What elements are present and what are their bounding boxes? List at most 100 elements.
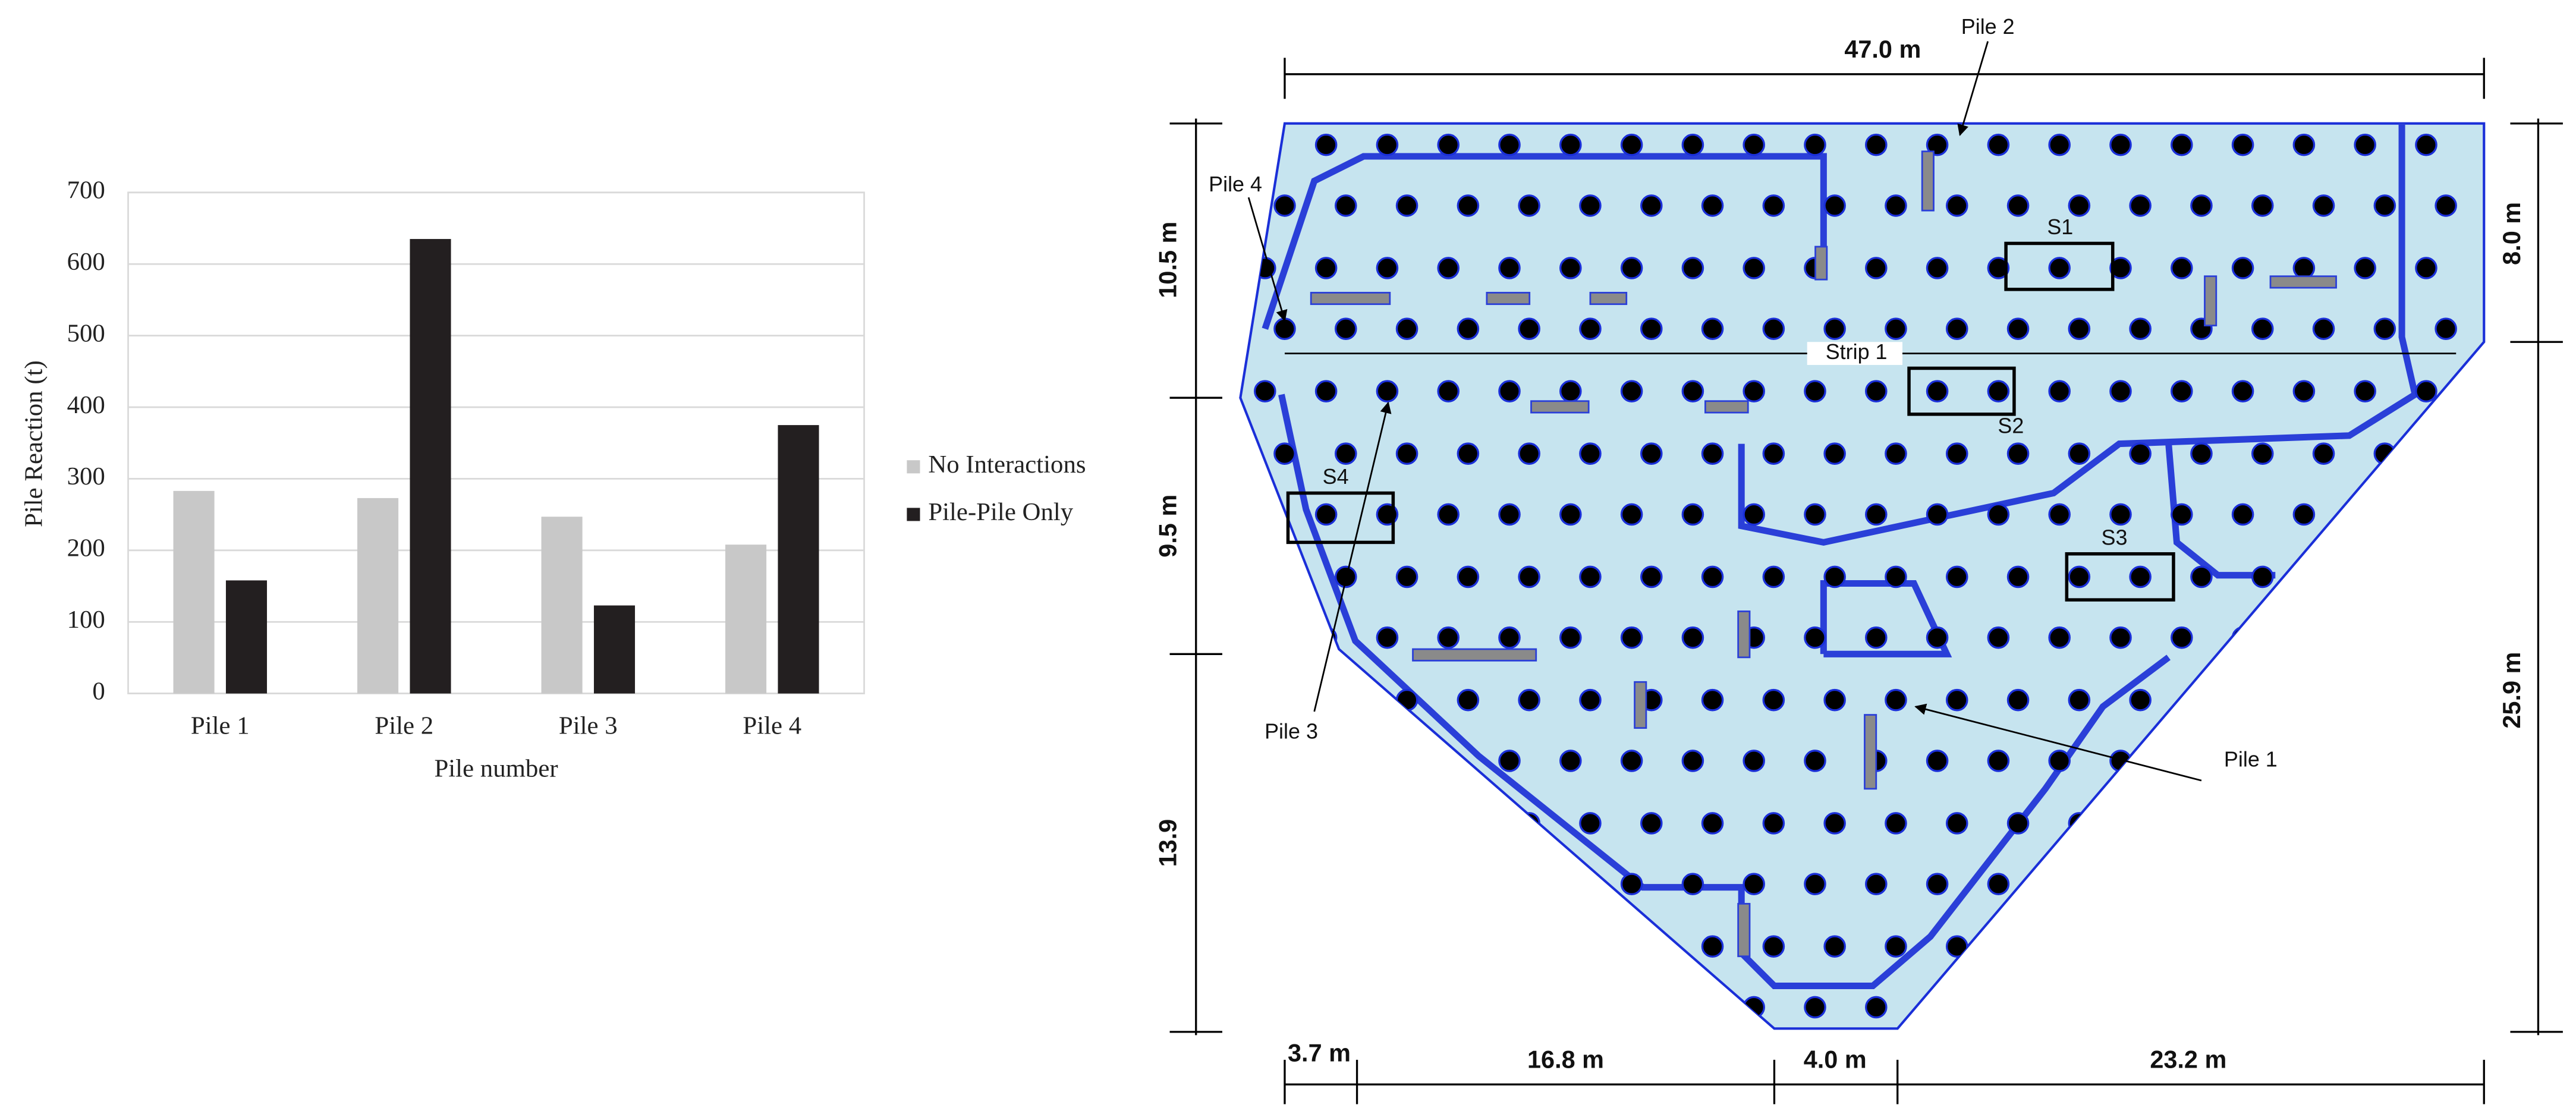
pile <box>1457 688 1480 712</box>
y-tick-label: 100 <box>67 606 105 634</box>
pile <box>2373 565 2396 588</box>
pile-label: Pile 4 <box>1209 172 1262 196</box>
legend-label: No Interactions <box>928 451 1086 479</box>
pile <box>1254 133 1276 156</box>
pile <box>1743 750 1765 772</box>
dimension: 25.9 m <box>2498 652 2525 729</box>
pile <box>1762 565 1785 588</box>
pile <box>1885 688 1907 712</box>
pile <box>2068 565 2091 588</box>
cap <box>1737 610 1751 659</box>
pile <box>1376 626 1399 649</box>
pile <box>2129 688 2152 712</box>
pile <box>1620 996 1643 1019</box>
pile <box>1620 380 1643 402</box>
pile <box>1823 442 1846 465</box>
pile <box>1926 873 1949 895</box>
pile <box>1559 996 1582 1019</box>
pile <box>1334 442 1357 465</box>
dimension: 16.8 m <box>1527 1046 1604 1074</box>
pile <box>1254 503 1276 526</box>
pile <box>1559 503 1582 526</box>
bar <box>725 545 767 694</box>
pile <box>2048 380 2071 402</box>
y-tick-label: 0 <box>92 677 105 705</box>
pile <box>2109 380 2132 402</box>
pile <box>2109 996 2132 1019</box>
pile <box>1865 133 1888 156</box>
pile <box>1701 812 1724 835</box>
pile <box>1376 133 1399 156</box>
pile <box>1865 257 1888 279</box>
pile <box>2373 442 2396 465</box>
pile <box>2170 626 2193 649</box>
pile <box>1273 317 1296 340</box>
dimension: 10.5 m <box>1153 222 1181 298</box>
pile <box>2006 935 2030 958</box>
pile <box>1804 133 1826 156</box>
pile <box>2251 442 2274 465</box>
pile <box>1498 503 1521 526</box>
pile <box>2251 935 2274 958</box>
pile <box>1823 317 1846 340</box>
pile <box>1640 442 1663 465</box>
pile <box>1498 133 1521 156</box>
pile <box>1376 996 1399 1019</box>
pile <box>2170 380 2193 402</box>
cap <box>1814 246 1828 281</box>
pile <box>1926 380 1949 402</box>
x-tick-label: Pile 3 <box>559 712 618 739</box>
pile <box>1885 317 1907 340</box>
beam <box>1262 153 1827 330</box>
pile <box>1743 996 1765 1019</box>
pile <box>1945 935 1968 958</box>
pile <box>1701 194 1724 217</box>
pile <box>2415 750 2437 772</box>
pile <box>1395 565 1418 588</box>
pile <box>1762 688 1785 712</box>
pile <box>1945 688 1968 712</box>
cap <box>2269 275 2337 289</box>
strip-label: Strip 1 <box>1826 339 1888 364</box>
pile <box>1804 873 1826 895</box>
pile <box>2170 503 2193 526</box>
pile-label: Pile 2 <box>1961 14 2015 39</box>
pile <box>2048 133 2071 156</box>
pile <box>1926 626 1949 649</box>
pile <box>2048 996 2071 1019</box>
cap <box>1412 648 1537 662</box>
x-tick-label: Pile 4 <box>743 712 801 739</box>
pile <box>1395 688 1418 712</box>
pile <box>2006 812 2030 835</box>
box-label: S4 <box>1323 464 1349 489</box>
pile <box>2354 750 2376 772</box>
pile <box>1395 442 1418 465</box>
pile <box>1457 317 1480 340</box>
pile <box>1743 380 1765 402</box>
pile <box>2231 133 2254 156</box>
pile <box>1681 626 1704 649</box>
pile <box>2292 257 2316 279</box>
pile <box>1885 565 1907 588</box>
y-tick-label: 500 <box>67 319 105 347</box>
pile <box>2312 812 2335 835</box>
cap <box>2204 275 2218 327</box>
pile <box>2129 442 2152 465</box>
pile <box>1518 194 1540 217</box>
pile <box>1620 133 1643 156</box>
pile <box>1254 750 1276 772</box>
pile <box>1640 194 1663 217</box>
pile <box>2251 194 2274 217</box>
pile <box>1987 257 2010 279</box>
cap <box>1589 291 1628 306</box>
strip-label-bg <box>1807 342 1903 365</box>
pile <box>2292 626 2316 649</box>
pile <box>1254 380 1276 402</box>
pile <box>2109 503 2132 526</box>
pile <box>1620 503 1643 526</box>
pile <box>1334 812 1357 835</box>
pile <box>1926 750 1949 772</box>
bar-chart: Pile number Pile Reaction (t) 0 100 200 300… <box>20 177 1086 783</box>
pile <box>1804 626 1826 649</box>
